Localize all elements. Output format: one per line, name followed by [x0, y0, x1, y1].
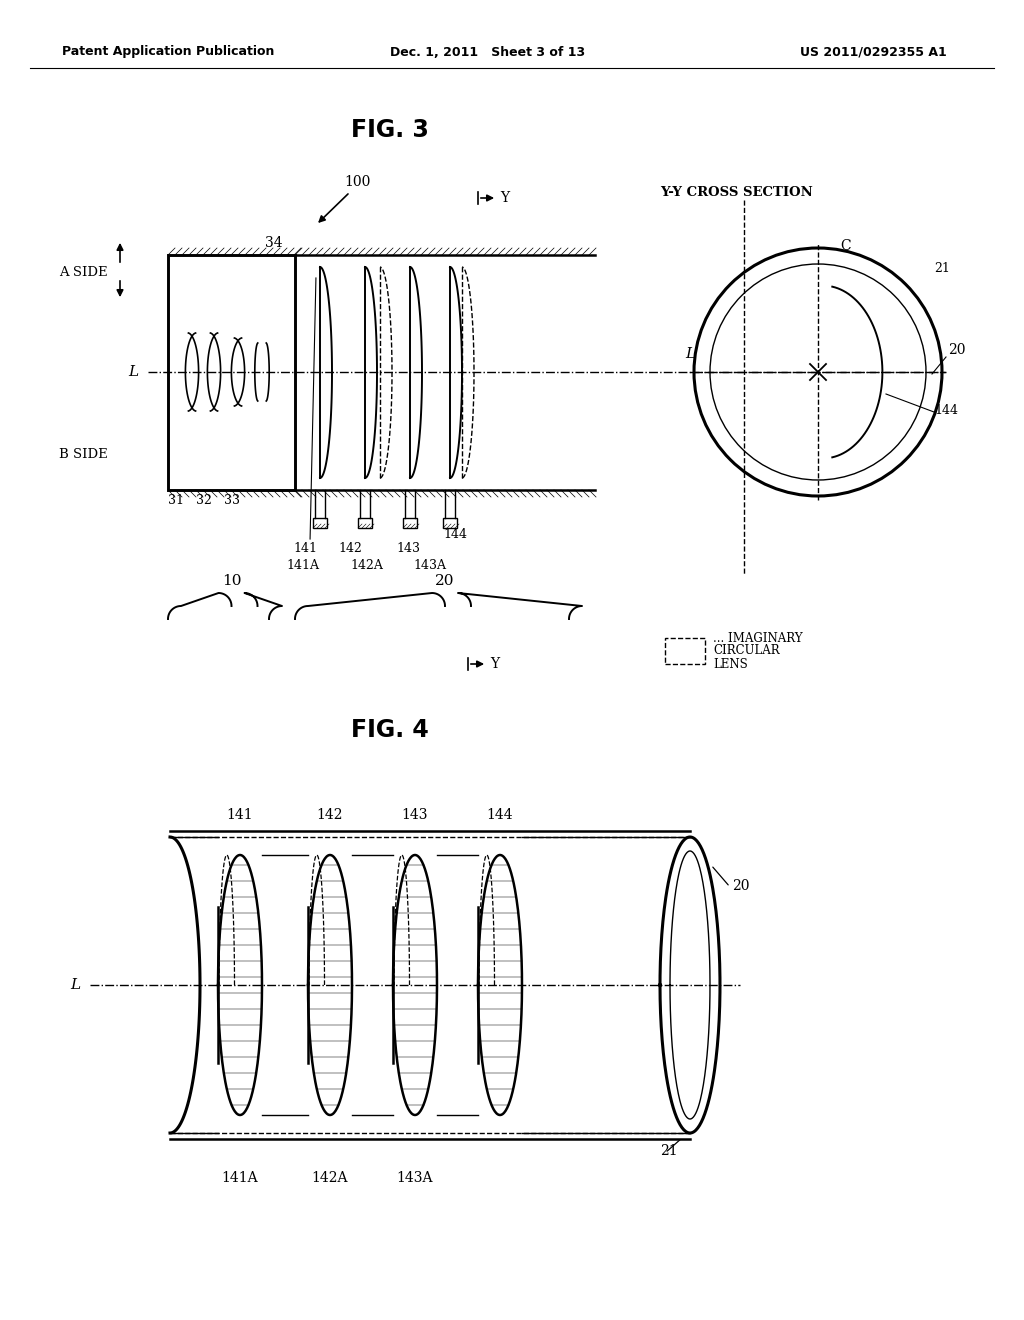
- Text: 34: 34: [265, 236, 283, 249]
- Text: 141A: 141A: [287, 558, 319, 572]
- Text: B SIDE: B SIDE: [59, 449, 108, 462]
- Text: FIG. 3: FIG. 3: [351, 117, 429, 143]
- Text: 32: 32: [196, 494, 212, 507]
- Text: L: L: [128, 366, 138, 379]
- Text: 142: 142: [316, 808, 343, 822]
- Text: 142A: 142A: [311, 1171, 348, 1185]
- Text: FIG. 4: FIG. 4: [351, 718, 429, 742]
- Text: 143: 143: [401, 808, 428, 822]
- Text: A SIDE: A SIDE: [59, 267, 108, 280]
- Bar: [358, 517, 372, 528]
- Text: 143A: 143A: [414, 558, 446, 572]
- Text: C: C: [840, 239, 851, 253]
- Text: 31: 31: [168, 494, 184, 507]
- Text: 20: 20: [732, 879, 750, 894]
- Text: CIRCULAR: CIRCULAR: [713, 644, 779, 657]
- Text: 21: 21: [934, 261, 950, 275]
- Text: 141: 141: [226, 808, 253, 822]
- Text: 144: 144: [934, 404, 958, 417]
- Text: 142A: 142A: [350, 558, 383, 572]
- Text: Patent Application Publication: Patent Application Publication: [62, 45, 274, 58]
- Bar: [403, 517, 417, 528]
- Text: 10: 10: [222, 574, 242, 587]
- Text: 20: 20: [435, 574, 455, 587]
- Text: 20: 20: [948, 343, 966, 356]
- Text: US 2011/0292355 A1: US 2011/0292355 A1: [800, 45, 947, 58]
- Bar: [665, 638, 705, 664]
- Bar: [313, 517, 327, 528]
- Text: 141A: 141A: [221, 1171, 258, 1185]
- Text: ... IMAGINARY: ... IMAGINARY: [713, 631, 803, 644]
- Text: 144: 144: [486, 808, 513, 822]
- Text: 143A: 143A: [396, 1171, 433, 1185]
- Text: 143: 143: [396, 543, 420, 554]
- Bar: [443, 517, 457, 528]
- Text: 21: 21: [660, 1144, 678, 1158]
- Text: L: L: [70, 978, 80, 993]
- Text: 144: 144: [443, 528, 467, 541]
- Text: 33: 33: [224, 494, 240, 507]
- Text: 142: 142: [338, 543, 361, 554]
- Text: Dec. 1, 2011   Sheet 3 of 13: Dec. 1, 2011 Sheet 3 of 13: [390, 45, 585, 58]
- Text: Y: Y: [490, 657, 499, 671]
- Bar: [168, 255, 295, 490]
- Text: 100: 100: [345, 176, 371, 189]
- Text: L: L: [685, 347, 695, 360]
- Text: Y: Y: [500, 191, 509, 205]
- Text: Y-Y CROSS SECTION: Y-Y CROSS SECTION: [660, 186, 813, 198]
- Text: LENS: LENS: [713, 657, 748, 671]
- Text: 141: 141: [293, 543, 317, 554]
